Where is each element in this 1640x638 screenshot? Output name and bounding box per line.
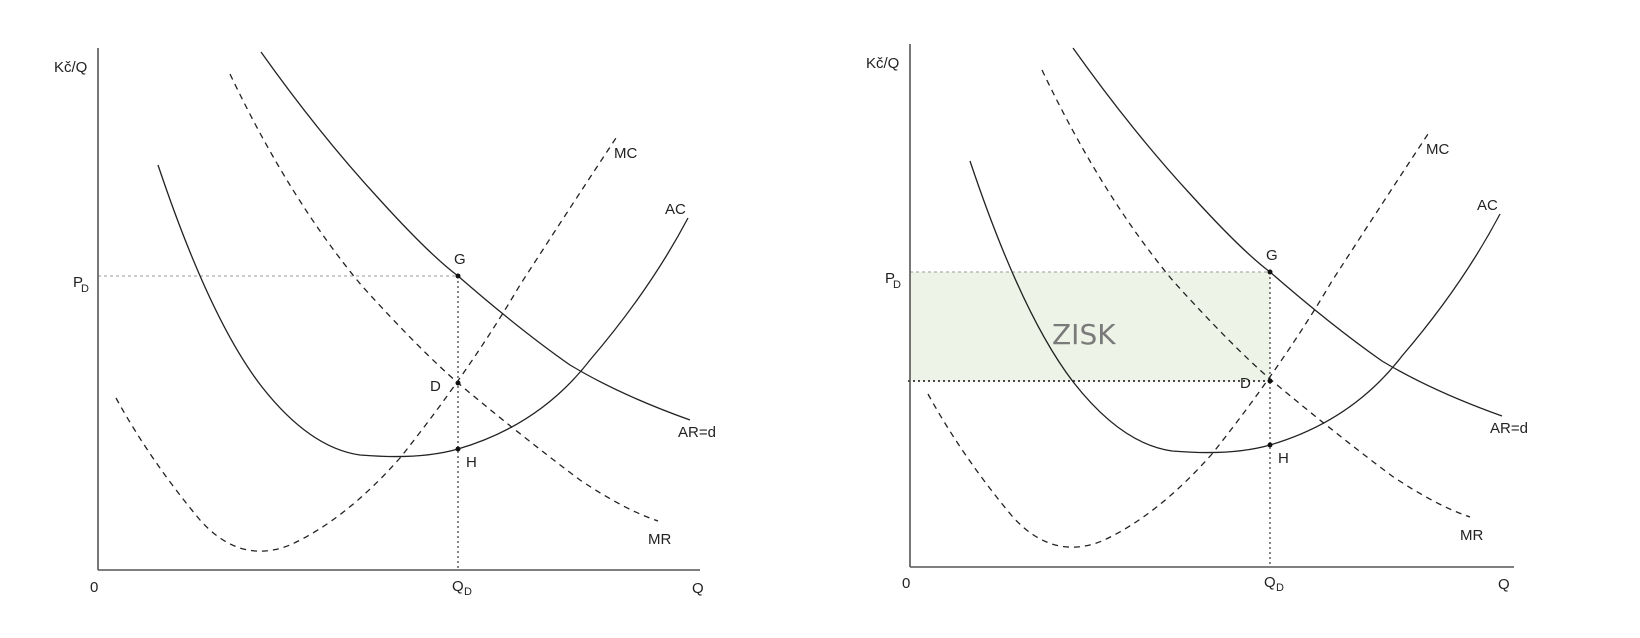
ac-curve <box>157 164 689 458</box>
mc-label: MC <box>1426 141 1449 158</box>
y-axis-label: Kč/Q <box>54 59 87 76</box>
quantity-subscript: D <box>1276 582 1284 594</box>
price-label: P <box>885 270 895 287</box>
point-g-label: G <box>454 251 466 268</box>
origin-label: 0 <box>90 579 98 596</box>
point-g <box>455 273 461 279</box>
point-h-label: H <box>1278 450 1289 467</box>
mr-curve <box>229 73 659 522</box>
ac-label: AC <box>665 201 686 218</box>
point-d <box>1267 378 1273 384</box>
origin-label: 0 <box>902 575 910 592</box>
mc-curve <box>927 130 1431 548</box>
price-label: P <box>73 274 83 291</box>
profit-area <box>910 272 1270 381</box>
ac-label: AC <box>1477 197 1498 214</box>
point-h-label: H <box>466 454 477 471</box>
ar-d-label: AR=d <box>1490 420 1528 437</box>
y-axis-label: Kč/Q <box>866 55 899 72</box>
x-axis-label: Q <box>692 580 704 597</box>
quantity-label: Q <box>452 578 464 595</box>
point-d-label: D <box>430 378 441 395</box>
quantity-label: Q <box>1264 574 1276 591</box>
mc-curve <box>115 134 619 552</box>
ac-curve <box>969 160 1501 454</box>
point-d <box>455 380 461 386</box>
point-h <box>455 446 461 452</box>
point-g-label: G <box>1266 247 1278 264</box>
profit-area-label: ZISK <box>1052 318 1116 351</box>
ar-d-label: AR=d <box>678 424 716 441</box>
point-d-label: D <box>1240 375 1251 392</box>
mr-label: MR <box>1460 527 1483 544</box>
mr-curve <box>1041 69 1471 518</box>
mr-label: MR <box>648 531 671 548</box>
mc-label: MC <box>614 145 637 162</box>
price-subscript: D <box>893 279 901 291</box>
quantity-subscript: D <box>464 586 472 598</box>
x-axis-label: Q <box>1498 576 1510 593</box>
left-diagram: Kč/Q Q 0 P D Q D MC AC AR=d MR G D H <box>54 48 716 598</box>
right-diagram: ZISK Kč/Q Q 0 P D Q D MC AC AR=d MR G D … <box>866 44 1528 594</box>
ar-d-curve <box>260 51 691 421</box>
point-g <box>1267 269 1273 275</box>
price-subscript: D <box>81 283 89 295</box>
point-h <box>1267 442 1273 448</box>
